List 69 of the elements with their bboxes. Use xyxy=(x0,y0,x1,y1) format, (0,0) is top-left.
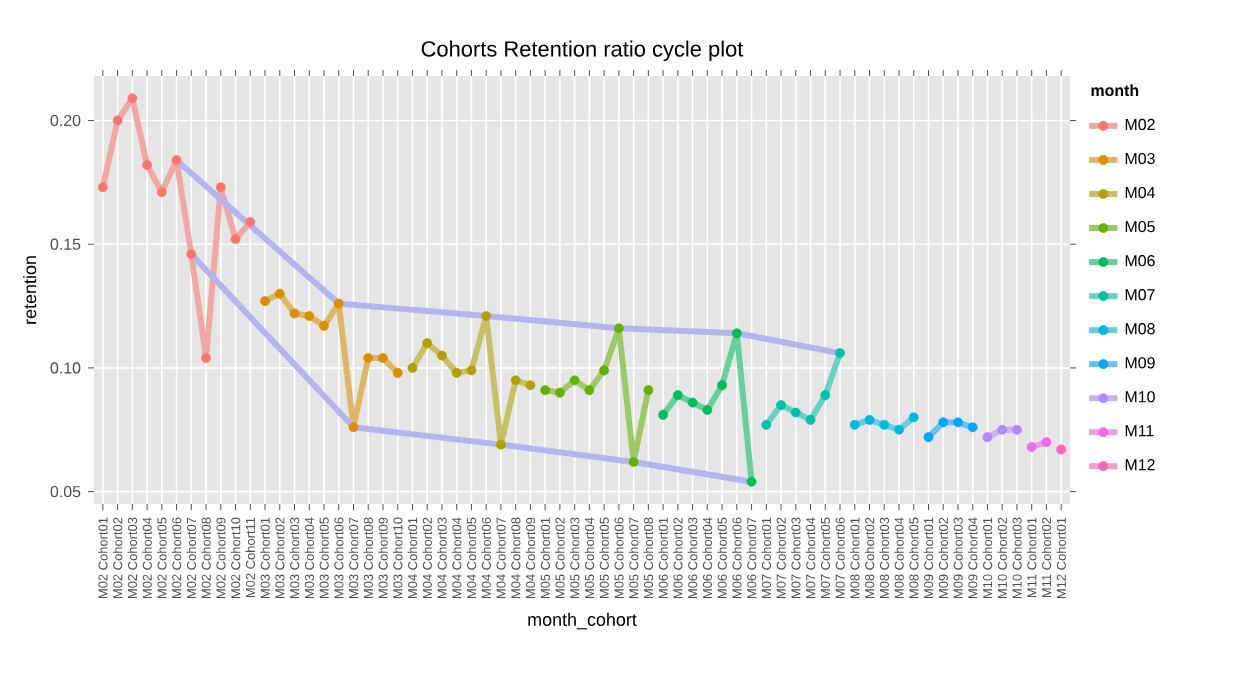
x-axis-title: month_cohort xyxy=(528,612,637,630)
point xyxy=(835,348,845,358)
point xyxy=(864,415,875,425)
point xyxy=(982,432,993,443)
point xyxy=(171,155,182,165)
point xyxy=(407,363,418,373)
point xyxy=(746,476,757,487)
point xyxy=(186,249,197,260)
point xyxy=(333,298,344,309)
point xyxy=(289,308,300,319)
point xyxy=(245,217,256,227)
point xyxy=(1041,437,1052,448)
point xyxy=(643,385,654,396)
point xyxy=(1056,444,1067,455)
point xyxy=(112,115,123,126)
point xyxy=(938,417,949,428)
point xyxy=(555,387,565,398)
point xyxy=(525,380,536,391)
point xyxy=(908,412,919,423)
point xyxy=(672,390,683,401)
point xyxy=(790,407,801,418)
point xyxy=(997,424,1008,435)
y-axis-title: retention xyxy=(23,256,37,324)
point xyxy=(466,365,477,376)
point xyxy=(392,368,403,378)
point xyxy=(923,432,934,443)
point xyxy=(761,419,772,430)
point xyxy=(613,323,624,334)
chart-title: Cohorts Retention ratio cycle plot xyxy=(421,40,744,61)
point xyxy=(304,311,315,321)
point xyxy=(201,353,211,363)
point xyxy=(894,424,904,435)
point xyxy=(437,350,447,361)
point xyxy=(348,422,359,433)
point xyxy=(805,415,816,425)
point xyxy=(953,417,963,428)
point xyxy=(584,385,595,396)
point xyxy=(260,296,270,307)
point xyxy=(658,410,668,420)
point xyxy=(510,375,521,386)
point xyxy=(540,385,551,396)
point xyxy=(731,328,742,339)
point xyxy=(599,365,610,376)
point xyxy=(363,353,374,363)
point xyxy=(628,457,639,467)
point xyxy=(776,400,786,410)
point xyxy=(378,353,388,363)
point xyxy=(319,320,329,331)
point xyxy=(215,182,226,193)
point xyxy=(967,422,978,433)
point xyxy=(702,405,713,415)
point xyxy=(274,288,285,299)
point xyxy=(1026,442,1037,452)
point xyxy=(422,338,433,349)
point xyxy=(142,160,152,170)
point xyxy=(97,182,108,193)
point xyxy=(496,439,506,450)
point xyxy=(156,187,167,198)
point xyxy=(230,234,241,245)
point xyxy=(127,93,138,104)
point xyxy=(687,397,698,408)
point xyxy=(451,368,462,378)
point xyxy=(820,390,831,401)
point xyxy=(849,419,860,430)
point xyxy=(569,375,580,386)
point xyxy=(717,380,727,391)
point xyxy=(1012,424,1022,435)
point xyxy=(879,419,890,430)
point xyxy=(481,311,492,321)
